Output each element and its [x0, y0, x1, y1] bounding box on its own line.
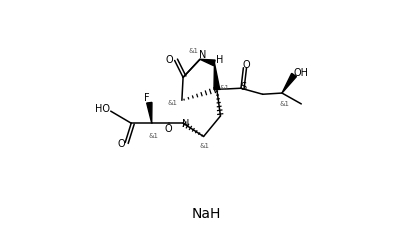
Polygon shape	[282, 73, 297, 93]
Text: NaH: NaH	[191, 207, 221, 221]
Text: &1: &1	[167, 100, 177, 106]
Polygon shape	[214, 63, 220, 90]
Text: HO: HO	[94, 104, 110, 114]
Text: &1: &1	[200, 143, 210, 149]
Polygon shape	[147, 102, 152, 123]
Text: O: O	[166, 55, 173, 65]
Text: N: N	[182, 119, 190, 129]
Text: OH: OH	[294, 68, 309, 78]
Text: H: H	[216, 55, 223, 65]
Text: S: S	[241, 82, 247, 92]
Polygon shape	[200, 59, 215, 66]
Text: &1: &1	[149, 133, 159, 139]
Text: O: O	[118, 139, 125, 149]
Text: &1: &1	[220, 85, 229, 91]
Text: O: O	[165, 124, 173, 134]
Text: &1: &1	[279, 101, 289, 107]
Text: N: N	[199, 50, 207, 60]
Text: &1: &1	[189, 48, 199, 54]
Text: F: F	[144, 93, 150, 103]
Text: O: O	[243, 60, 250, 70]
